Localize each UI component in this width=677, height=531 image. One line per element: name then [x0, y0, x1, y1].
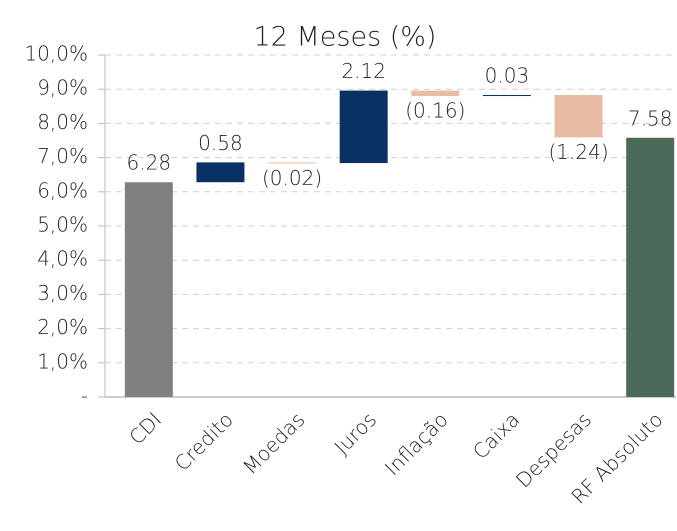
data-label: (0.16) [405, 99, 465, 123]
data-label: (0.02) [262, 166, 322, 190]
x-tick-label: Juros [329, 407, 381, 459]
y-tick-label: 1,0% [37, 349, 88, 373]
data-label: 7.58 [628, 106, 673, 130]
chart-title: 12 Meses (%) [254, 22, 437, 53]
bar [196, 162, 245, 183]
x-tick-label: Moedas [238, 407, 310, 479]
data-label: 2.12 [341, 59, 386, 83]
y-tick-label: 3,0% [37, 281, 88, 305]
data-label: 6.28 [127, 151, 172, 175]
bar [339, 90, 388, 164]
y-tick-label: 7,0% [37, 144, 88, 168]
bar [554, 95, 603, 138]
bar [482, 95, 531, 97]
y-tick-label: 8,0% [37, 110, 88, 134]
data-label: 0.58 [198, 131, 243, 155]
x-tick-label: Credito [170, 407, 238, 475]
bar [411, 90, 460, 97]
bar [626, 137, 675, 397]
y-tick-label: 9,0% [37, 76, 88, 100]
data-label: 0.03 [485, 64, 530, 88]
bar [124, 182, 173, 397]
x-tick-label: Inflação [380, 407, 453, 480]
y-tick-label: 6,0% [37, 178, 88, 202]
y-tick-label: 5,0% [37, 213, 88, 237]
x-tick-label: CDI [124, 407, 166, 449]
y-tick-label: - [81, 384, 88, 408]
y-tick-label: 10,0% [24, 42, 88, 66]
bar [268, 162, 317, 164]
y-tick-label: 2,0% [37, 315, 88, 339]
y-tick-label: 4,0% [37, 247, 88, 271]
x-tick-label: Caixa [468, 407, 524, 463]
data-label: (1.24) [548, 140, 608, 164]
